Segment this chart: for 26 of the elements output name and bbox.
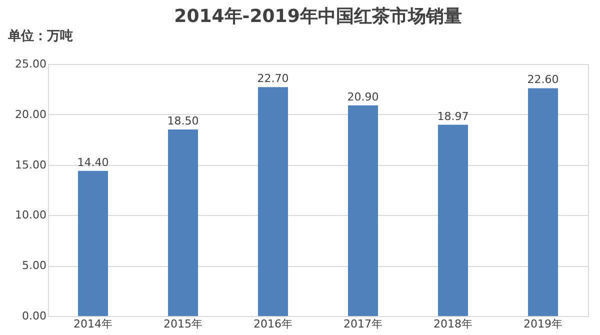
data-label: 22.70 [257, 72, 289, 86]
x-tick-label: 2016年 [254, 318, 292, 330]
x-tick-label: 2018年 [434, 318, 472, 330]
chart-title: 2014年-2019年中国红茶市场销量 [174, 6, 462, 27]
y-tick-label: 10.00 [15, 208, 46, 222]
bar [438, 124, 468, 316]
bar [258, 87, 288, 316]
data-label: 18.50 [167, 114, 199, 128]
bar [348, 105, 378, 316]
y-tick-label: 20.00 [15, 108, 46, 121]
y-tick-label: 15.00 [15, 158, 46, 172]
data-label: 22.60 [527, 73, 559, 86]
x-tick-label: 2014年 [74, 318, 112, 330]
x-tick-label: 2017年 [344, 318, 382, 330]
bar [78, 170, 108, 316]
y-tick-label: 0.00 [22, 310, 46, 322]
x-tick-label: 2015年 [164, 318, 202, 330]
data-label: 20.90 [347, 90, 379, 104]
y-tick-label: 5.00 [22, 259, 46, 272]
data-label: 18.97 [437, 110, 469, 123]
bar [168, 130, 198, 316]
bar [528, 88, 558, 316]
data-label: 14.40 [77, 156, 109, 169]
y-tick-label: 25.00 [15, 58, 46, 70]
text: 单位：万吨 [7, 28, 73, 44]
x-tick-label: 2019年 [524, 318, 562, 330]
